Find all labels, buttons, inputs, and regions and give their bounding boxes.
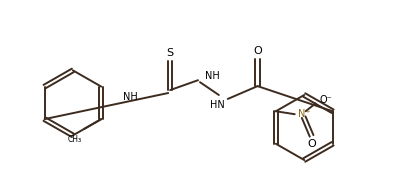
Text: O: O bbox=[253, 46, 262, 56]
Text: CH₃: CH₃ bbox=[68, 135, 82, 144]
Text: NH: NH bbox=[123, 92, 138, 102]
Text: S: S bbox=[167, 48, 174, 58]
Text: NH: NH bbox=[205, 71, 220, 81]
Text: N⁺: N⁺ bbox=[298, 109, 310, 119]
Text: HN: HN bbox=[210, 100, 225, 110]
Text: O⁻: O⁻ bbox=[320, 95, 332, 105]
Text: O: O bbox=[307, 139, 316, 149]
